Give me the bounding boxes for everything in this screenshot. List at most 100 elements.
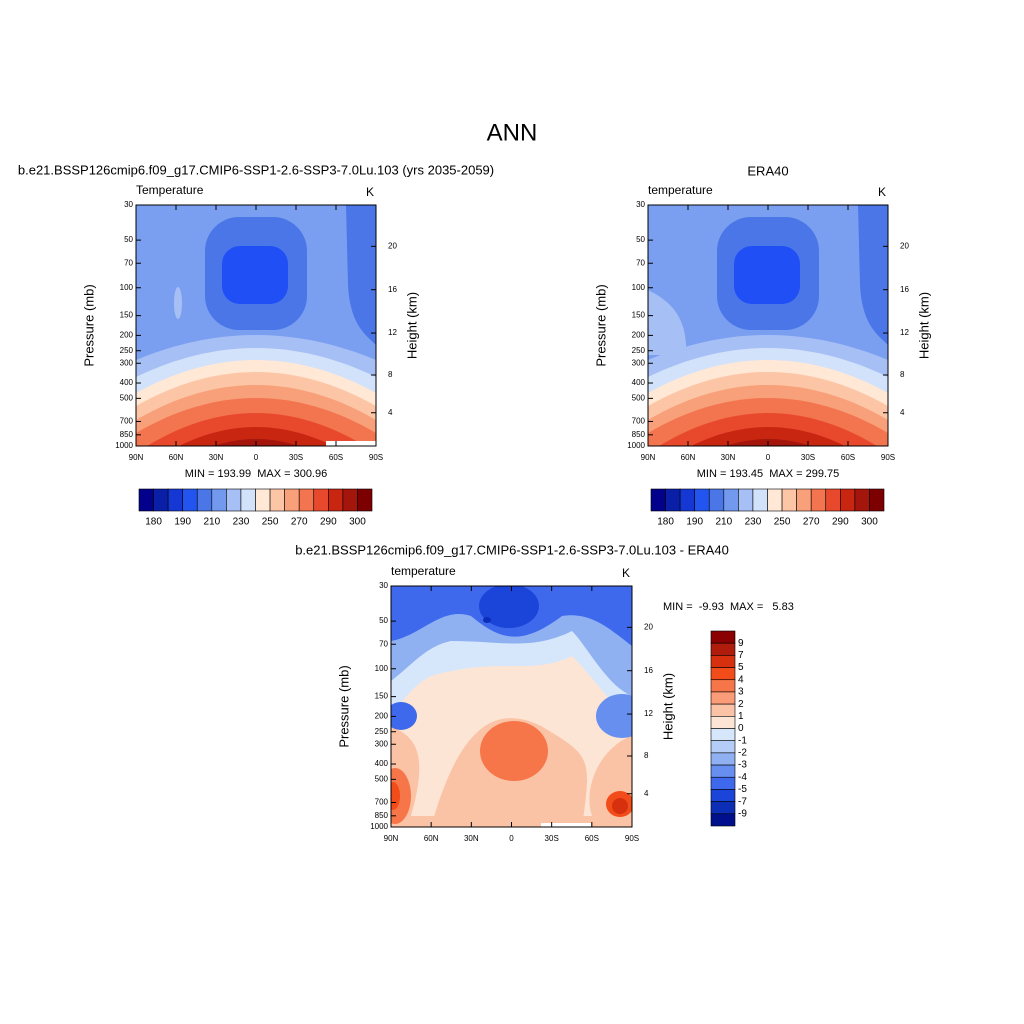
y-tick-label: 250 [120,346,134,355]
colorbar-label: 1 [738,711,744,722]
colorbar-box [710,703,736,717]
colorbar-box [710,655,736,668]
y2-tick-label: 20 [644,622,653,631]
colorbar-label: 0 [738,723,744,734]
contour-fill [479,586,539,628]
x-tick-label: 60S [585,834,599,843]
colorbar-label: -5 [738,784,747,795]
y-tick-label: 50 [379,616,388,625]
contour-field [648,205,888,446]
subtitle-left: temperature [648,183,713,197]
figure-title: ANN [487,119,538,146]
contour-fill [222,246,288,304]
y-tick-label: 1000 [115,441,133,450]
y-tick-label: 200 [632,330,646,339]
contour-fill [391,768,411,824]
x-tick-label: 60N [681,453,696,462]
colorbar-label: 300 [349,517,366,528]
y-axis-title: Pressure (mb) [81,284,96,366]
colorbar-box [167,488,183,512]
colorbar-label: 230 [233,517,250,528]
colorbar-label: 7 [738,650,744,661]
colorbar-box [196,488,213,512]
colorbar-box [869,488,885,512]
x-tick-label: 30S [801,453,815,462]
y2-tick-label: 12 [388,328,397,337]
subtitle-left: Temperature [136,183,204,197]
y2-tick-label: 4 [388,408,393,417]
contour-fill [391,702,417,730]
y-tick-label: 250 [632,346,646,355]
colorbar-box [710,776,736,790]
colorbar-label: -7 [738,796,747,807]
y2-tick-label: 4 [644,789,649,798]
colorbar-box [298,488,315,512]
y-tick-label: 400 [375,759,389,768]
colorbar-box [211,488,227,512]
colorbar-box [328,488,344,512]
colorbar-label: -2 [738,748,747,759]
y-tick-label: 500 [375,774,389,783]
colorbar-label: -1 [738,735,747,746]
y-axis-title: Pressure (mb) [336,665,351,747]
colorbar-label: 2 [738,699,744,710]
colorbar-label: 190 [686,517,703,528]
y-tick-label: 850 [632,430,646,439]
colorbar-box [708,488,725,512]
colorbar-box [781,488,797,512]
y-tick-label: 700 [120,417,134,426]
colorbar-box [226,488,242,512]
subtitle-right: K [366,185,374,199]
stats: MIN = 193.99 MAX = 300.96 [185,468,327,480]
x-tick-label: 90S [625,834,639,843]
colorbar-label: 5 [738,662,744,673]
colorbar-box [665,488,681,512]
x-tick-label: 90N [641,453,656,462]
x-tick-label: 60N [424,834,439,843]
colorbar-box [710,691,736,705]
y-tick-label: 100 [120,283,134,292]
colorbar-box [342,488,358,512]
x-tick-label: 0 [254,453,259,462]
x-tick-label: 30N [209,453,224,462]
contour-fill [734,246,800,304]
stats: MIN = 193.45 MAX = 299.75 [697,468,839,480]
colorbar-box [284,488,300,512]
colorbar-box [710,679,736,693]
y2-tick-label: 12 [644,709,653,718]
x-tick-label: 30N [464,834,479,843]
y-tick-label: 500 [632,393,646,402]
colorbar-box [269,488,285,512]
x-tick-label: 0 [766,453,771,462]
y-tick-label: 100 [375,664,389,673]
colorbar-box [182,488,198,512]
contour-fill [858,205,888,345]
colorbar-box [710,728,736,741]
y2-tick-label: 20 [388,241,397,250]
colorbar-label: -4 [738,772,747,783]
contour-fill [326,441,376,446]
y-tick-label: 150 [632,311,646,320]
y2-tick-label: 8 [388,370,393,379]
colorbar-box [710,801,736,815]
contour-field [136,205,376,446]
y-tick-label: 400 [120,378,134,387]
y-tick-label: 1000 [370,822,388,831]
colorbar-box [710,740,736,754]
y2-tick-label: 16 [388,285,397,294]
x-tick-label: 90N [129,453,144,462]
colorbar-label: 290 [320,517,337,528]
y2-axis-title: Height (km) [404,292,419,359]
colorbar-box [710,764,736,778]
colorbar-label: 250 [774,517,791,528]
panel-title: ERA40 [747,163,788,178]
colorbar-box [723,488,739,512]
x-tick-label: 90S [369,453,383,462]
x-tick-label: 60S [841,453,855,462]
colorbar-box [810,488,827,512]
y-tick-label: 150 [120,311,134,320]
y2-tick-label: 12 [900,328,909,337]
y-tick-label: 30 [636,200,645,209]
contour-fill [391,782,400,810]
colorbar-box [710,667,736,681]
